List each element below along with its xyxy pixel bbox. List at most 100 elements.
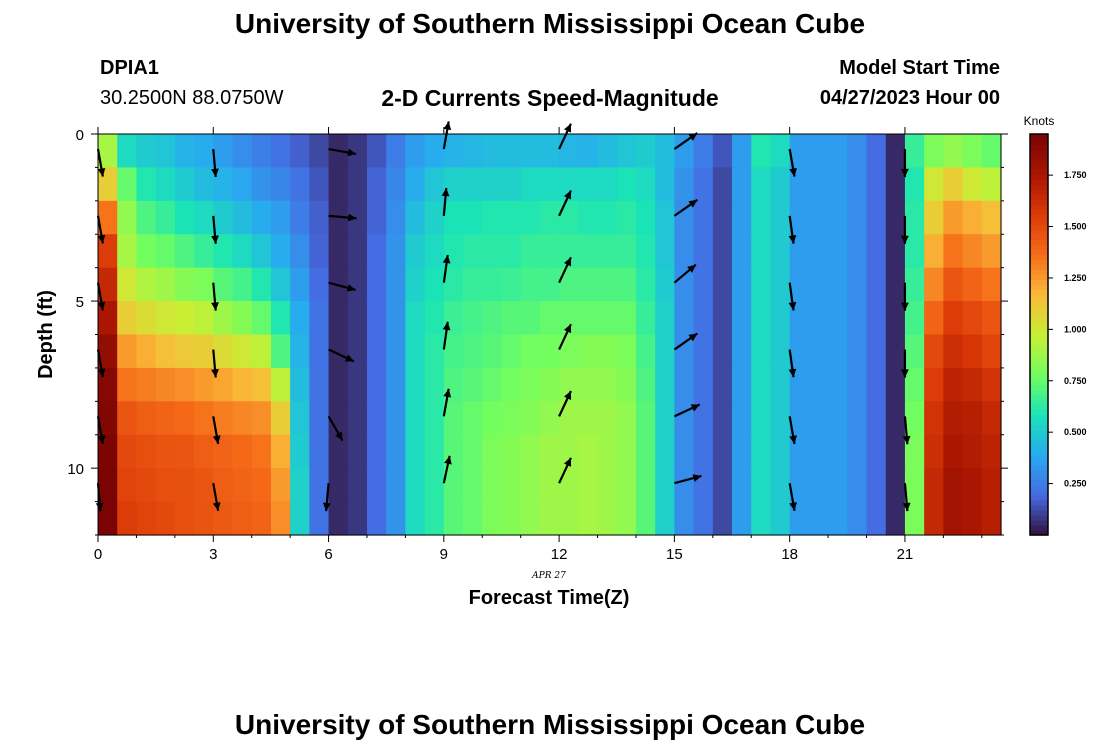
heatmap-cell (808, 134, 829, 169)
heatmap-cell (732, 301, 752, 336)
heatmap-cell (962, 501, 983, 536)
heatmap-cell (539, 301, 560, 336)
heatmap-cell (174, 367, 195, 402)
heatmap-cell (924, 334, 944, 369)
heatmap-cell (463, 334, 483, 369)
heatmap-cell (290, 267, 310, 302)
heatmap-cell (981, 301, 1002, 336)
heatmap-cell (290, 334, 310, 369)
heatmap-cell (655, 367, 675, 402)
heatmap-cell (520, 167, 541, 202)
heatmap-cell (828, 200, 848, 235)
heatmap-cell (117, 200, 138, 235)
heatmap-cell (251, 501, 272, 536)
colorbar-swatch (1030, 189, 1048, 195)
colorbar-swatch (1030, 294, 1048, 301)
heatmap-cell (117, 134, 138, 169)
plot-title: 2-D Currents Speed-Magnitude (381, 85, 719, 111)
colorbar-swatch (1030, 249, 1048, 255)
heatmap-cell (290, 234, 310, 269)
heatmap-cell (751, 301, 772, 336)
heatmap-cell (117, 267, 138, 302)
heatmap-cell (155, 367, 176, 402)
heatmap-cell (962, 334, 983, 369)
heatmap-cell (924, 134, 944, 169)
heatmap-cell (501, 334, 522, 369)
colorbar-swatch (1030, 199, 1048, 205)
heatmap-cell (136, 234, 157, 269)
heatmap-cell (136, 334, 157, 369)
heatmap-cell (904, 401, 925, 436)
heatmap-cell (693, 267, 714, 302)
heatmap-cell (520, 468, 541, 503)
current-vector (673, 263, 697, 284)
heatmap-cell (443, 267, 464, 302)
current-vector (96, 148, 106, 177)
heatmap-cell (251, 234, 272, 269)
heatmap-cell (194, 468, 214, 503)
heatmap-cell (539, 134, 560, 169)
heatmap-cell (463, 501, 483, 536)
heatmap-cell (674, 267, 695, 302)
current-vector (788, 215, 797, 244)
colorbar-swatch (1030, 444, 1048, 451)
heatmap-cell (578, 334, 599, 369)
colorbar-swatch (1030, 304, 1048, 311)
heatmap-cell (635, 434, 656, 469)
heatmap-cell (386, 301, 407, 336)
current-vector (96, 282, 106, 311)
heatmap-cell (847, 434, 868, 469)
heatmap-cell (386, 167, 407, 202)
heatmap-cell (251, 367, 272, 402)
x-tick-label: 6 (324, 546, 332, 563)
heatmap-cell (693, 134, 714, 169)
heatmap-cell (866, 501, 887, 536)
heatmap-cell (347, 267, 368, 302)
colorbar-swatch (1030, 399, 1048, 406)
heatmap-cell (424, 234, 445, 269)
heatmap-cell (213, 367, 234, 402)
heatmap-cell (693, 167, 714, 202)
current-vector (788, 148, 797, 177)
colorbar-swatch (1030, 424, 1048, 431)
heatmap-cell (578, 234, 599, 269)
heatmap-cell (616, 334, 637, 369)
heatmap-cell (924, 200, 944, 235)
heatmap-cell (405, 301, 426, 336)
current-vector (673, 332, 698, 351)
heatmap-cell (136, 301, 157, 336)
heatmap-cell (117, 167, 138, 202)
heatmap-cell (98, 334, 118, 369)
heatmap-cell (270, 334, 291, 369)
x-tick-label: 21 (897, 546, 914, 563)
heatmap-cell (828, 501, 848, 536)
heatmap-cell (501, 234, 522, 269)
heatmap-cell (751, 434, 772, 469)
heatmap-cell (808, 334, 829, 369)
heatmap-cell (405, 401, 426, 436)
heatmap-cell (482, 468, 503, 503)
heatmap-cell (251, 301, 272, 336)
heatmap-cell (712, 200, 733, 235)
heatmap-cell (828, 334, 848, 369)
colorbar-swatch (1030, 144, 1048, 150)
heatmap-cell (155, 401, 176, 436)
y-axis-label: Depth (ft) (35, 290, 57, 379)
heatmap-cell (155, 434, 176, 469)
heatmap-cell (251, 167, 272, 202)
heatmap-cell (155, 167, 176, 202)
current-vector (788, 349, 797, 378)
heatmap-cell (866, 434, 887, 469)
heatmap-cell (520, 501, 541, 536)
heatmap-cell (751, 468, 772, 503)
current-vector (788, 282, 797, 311)
footer-title: University of Southern Mississippi Ocean… (234, 709, 866, 740)
heatmap-cell (328, 167, 349, 202)
heatmap-cell (213, 468, 234, 503)
heatmap-cell (962, 301, 983, 336)
heatmap-cell (962, 401, 983, 436)
heatmap-cell (559, 200, 579, 235)
heatmap-cell (981, 434, 1002, 469)
heatmap-cell (213, 134, 234, 169)
heatmap-cell (751, 200, 772, 235)
